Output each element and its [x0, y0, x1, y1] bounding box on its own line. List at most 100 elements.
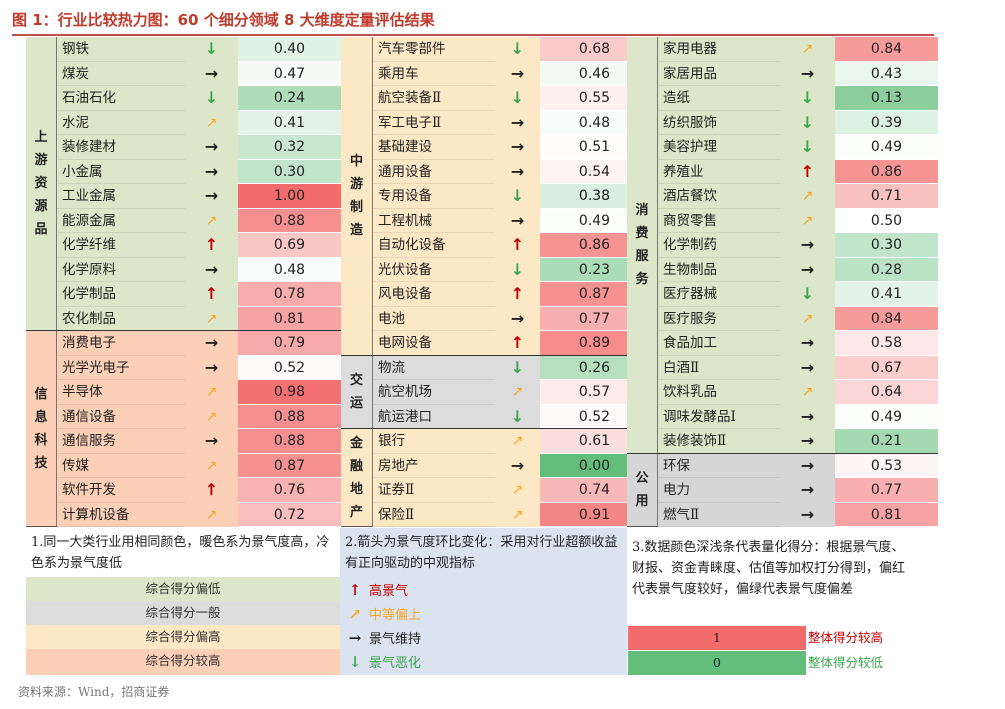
arrow-legend-item: ↗ 中等偏上 [346, 602, 421, 628]
trend-arrow-up-icon: ↑ [510, 235, 525, 254]
industry-name: 自动化设备 [373, 233, 495, 258]
trend-arrow-up-icon: ↑ [510, 284, 525, 303]
score-value: 0.78 [238, 282, 341, 307]
score-value: 0.43 [835, 61, 938, 86]
trend-arrow-keep-icon: → [800, 406, 815, 426]
group-label: 金融地产 [341, 429, 373, 527]
score-value: 0.98 [238, 380, 341, 405]
trend-arrow-keep-icon: → [204, 137, 219, 156]
group-separator [341, 428, 649, 430]
scale-low-label: 整体得分较低 [808, 655, 884, 670]
industry-name: 纺织服饰 [658, 111, 780, 135]
group-label: 交运 [341, 355, 373, 429]
trend-arrow-keep-icon: → [204, 63, 219, 83]
score-value: 0.77 [835, 478, 938, 503]
industry-name: 基础建设 [373, 135, 495, 160]
trend-arrow-keep-icon: → [800, 480, 815, 499]
trend-arrow-keep-icon: → [204, 161, 219, 181]
group-label-text: 公用 [635, 470, 649, 509]
scale-low-swatch: 0 [628, 651, 806, 675]
score-value: 0.41 [238, 110, 341, 135]
industry-name: 石油石化 [57, 86, 185, 111]
industry-name: 专用设备 [373, 184, 495, 209]
group-label: 公用 [627, 453, 658, 527]
score-value: 0.84 [835, 306, 938, 331]
group-label: 上游资源品 [26, 37, 57, 331]
group-label-text: 交运 [349, 372, 363, 411]
industry-name: 化学制品 [57, 282, 185, 307]
industry-name: 食品加工 [658, 331, 780, 356]
industry-name: 银行 [373, 429, 495, 454]
industry-name: 造纸 [658, 86, 780, 111]
trend-arrow-down-icon: ↓ [800, 112, 815, 132]
industry-name: 汽车零部件 [373, 37, 495, 62]
trend-arrow-down-icon: ↓ [204, 39, 219, 58]
industry-name: 房地产 [373, 454, 495, 478]
trend-arrow-mid-icon: ↗ [801, 188, 814, 204]
arrow-legend-item: ↑ 高景气 [346, 578, 408, 604]
industry-name: 通信设备 [57, 405, 185, 429]
score-value: 0.88 [238, 429, 341, 454]
trend-arrow-keep-icon: → [348, 629, 362, 647]
group-band [658, 37, 835, 454]
trend-arrow-keep-icon: → [204, 431, 219, 450]
score-value: 0.30 [238, 159, 341, 184]
trend-arrow-down-icon: ↓ [510, 406, 525, 426]
industry-name: 家居用品 [658, 62, 780, 86]
industry-name: 医疗器械 [658, 282, 780, 307]
trend-arrow-up-icon: ↑ [204, 235, 219, 254]
trend-arrow-keep-icon: → [204, 333, 219, 352]
trend-arrow-mid-icon: ↗ [205, 506, 218, 523]
industry-name: 美容护理 [658, 135, 780, 160]
trend-arrow-up-icon: ↑ [800, 161, 815, 181]
score-value: 0.24 [238, 86, 341, 111]
trend-arrow-up-icon: ↑ [204, 284, 219, 303]
group-label-text: 上游资源品 [34, 130, 48, 237]
industry-name: 软件开发 [57, 478, 185, 503]
score-value: 0.81 [835, 502, 938, 527]
legend-low: 综合得分偏低 [26, 577, 340, 601]
score-value: 0.21 [835, 429, 938, 454]
industry-name: 消费电子 [57, 331, 185, 356]
trend-arrow-mid-icon: ↗ [801, 41, 814, 57]
score-value: 0.87 [238, 453, 341, 478]
score-value: 0.64 [835, 380, 938, 405]
group-label-text: 中游制造 [349, 153, 363, 238]
industry-name: 调味发酵品Ⅰ [658, 405, 780, 429]
trend-arrow-mid-icon: ↗ [205, 114, 218, 131]
trend-arrow-mid-icon: ↗ [511, 506, 524, 523]
score-value: 0.71 [835, 184, 938, 209]
trend-arrow-keep-icon: → [510, 210, 525, 230]
score-value: 0.69 [238, 233, 341, 258]
industry-name: 半导体 [57, 380, 185, 405]
industry-name: 水泥 [57, 111, 185, 135]
trend-arrow-keep-icon: → [204, 357, 219, 377]
industry-name: 煤炭 [57, 62, 185, 86]
note-3-box [627, 528, 914, 675]
score-value: 0.32 [238, 135, 341, 160]
trend-arrow-mid-icon: ↗ [511, 433, 524, 449]
trend-arrow-mid-icon: ↗ [801, 212, 814, 229]
trend-arrow-mid-icon: ↗ [205, 310, 218, 327]
industry-name: 化学制药 [658, 233, 780, 258]
industry-name: 小金属 [57, 160, 185, 184]
score-value: 0.13 [835, 86, 938, 111]
score-value: 0.86 [835, 159, 938, 184]
trend-arrow-keep-icon: → [800, 235, 815, 254]
group-band [373, 37, 540, 356]
score-value: 0.79 [238, 331, 341, 356]
score-value: 0.84 [835, 37, 938, 62]
industry-name: 装修装饰Ⅱ [658, 429, 780, 454]
group-band [373, 355, 540, 429]
score-value: 0.28 [835, 257, 938, 282]
group-band [373, 429, 540, 527]
trend-arrow-mid-icon: ↗ [205, 212, 218, 229]
industry-name: 生物制品 [658, 258, 780, 282]
trend-arrow-mid-icon: ↗ [801, 310, 814, 327]
trend-arrow-mid-icon: ↗ [801, 384, 814, 400]
score-value: 1.00 [238, 184, 341, 209]
trend-arrow-keep-icon: → [510, 63, 525, 83]
title-rule [12, 34, 934, 36]
group-label: 信息科技 [26, 331, 57, 527]
group-separator [26, 330, 341, 332]
